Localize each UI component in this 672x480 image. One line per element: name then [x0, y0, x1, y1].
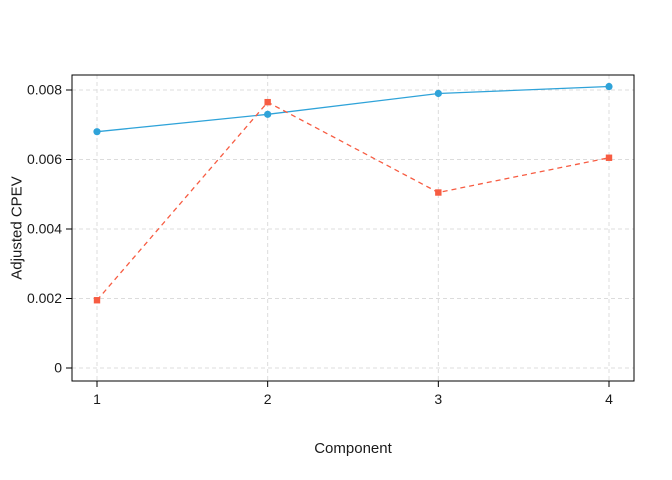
data-point-adjusted-cpev-blue	[434, 89, 442, 98]
data-point-adjusted-cpev-blue	[93, 128, 101, 136]
data-point-adjusted-cpev-red	[605, 154, 613, 161]
data-point-adjusted-cpev-blue	[264, 110, 272, 118]
y-tick-label: 0.004	[27, 221, 62, 237]
series-line-adjusted-cpev-red	[96, 101, 610, 301]
data-point-adjusted-cpev-red	[93, 297, 101, 304]
y-tick-label: 0.002	[27, 290, 62, 306]
y-tick-label: 0.006	[27, 151, 62, 167]
x-tick-label: 1	[93, 391, 101, 407]
y-tick-label: 0.008	[27, 82, 62, 98]
x-axis-title: Component	[314, 440, 392, 457]
plot-border	[71, 74, 635, 382]
data-point-adjusted-cpev-red	[435, 189, 442, 196]
data-point-adjusted-cpev-blue	[605, 82, 613, 91]
x-tick-label: 2	[264, 391, 272, 407]
data-point-adjusted-cpev-red	[264, 98, 271, 106]
x-tick-label: 4	[605, 391, 613, 407]
x-tick-label: 3	[434, 391, 442, 407]
y-tick-label: 0	[54, 360, 62, 376]
y-axis-title: Adjusted CPEV	[8, 176, 26, 280]
series-line-adjusted-cpev-blue	[96, 85, 610, 133]
